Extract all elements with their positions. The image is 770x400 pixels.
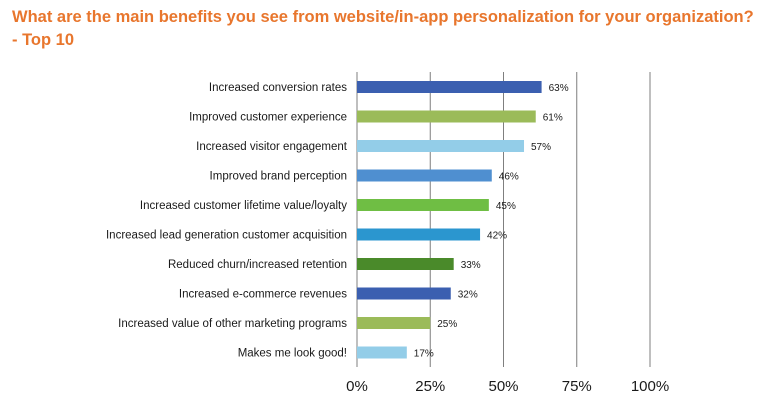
- bar-8: [357, 287, 451, 300]
- bar-3: [357, 140, 525, 152]
- x-tick-label-75: 75%: [562, 378, 592, 395]
- value-label-5: 45%: [496, 201, 516, 212]
- bar-9: [357, 317, 431, 329]
- category-label-5: Increased customer lifetime value/loyalt…: [140, 200, 347, 212]
- value-label-6: 42%: [487, 231, 507, 242]
- bar-4: [357, 169, 492, 182]
- bar-1: [357, 81, 542, 93]
- x-tick-label-0: 0%: [346, 378, 368, 395]
- bar-10: [357, 346, 407, 359]
- x-tick-label-50: 50%: [488, 378, 518, 395]
- x-tick-label-25: 25%: [415, 378, 445, 395]
- category-label-6: Increased lead generation customer acqui…: [106, 230, 347, 242]
- value-label-7: 33%: [461, 260, 481, 271]
- value-label-9: 25%: [437, 319, 457, 330]
- chart-title: What are the main benefits you see from …: [12, 8, 754, 49]
- value-label-2: 61%: [543, 113, 563, 124]
- value-label-4: 46%: [499, 172, 519, 183]
- category-label-4: Improved brand perception: [210, 171, 347, 183]
- category-label-9: Increased value of other marketing progr…: [118, 318, 347, 330]
- value-label-3: 57%: [531, 142, 551, 153]
- bar-2: [357, 110, 536, 123]
- value-label-10: 17%: [414, 349, 434, 360]
- category-label-3: Increased visitor engagement: [196, 141, 348, 153]
- category-label-10: Makes me look good!: [238, 348, 347, 360]
- bar-7: [357, 258, 454, 270]
- x-tick-label-100: 100%: [631, 378, 669, 395]
- category-label-1: Increased conversion rates: [209, 82, 347, 94]
- value-label-8: 32%: [458, 290, 478, 301]
- category-label-8: Increased e-commerce revenues: [179, 289, 347, 301]
- bar-6: [357, 228, 481, 241]
- category-label-7: Reduced churn/increased retention: [168, 259, 347, 271]
- value-label-1: 63%: [549, 83, 569, 94]
- bar-5: [357, 199, 489, 211]
- category-label-2: Improved customer experience: [189, 112, 347, 124]
